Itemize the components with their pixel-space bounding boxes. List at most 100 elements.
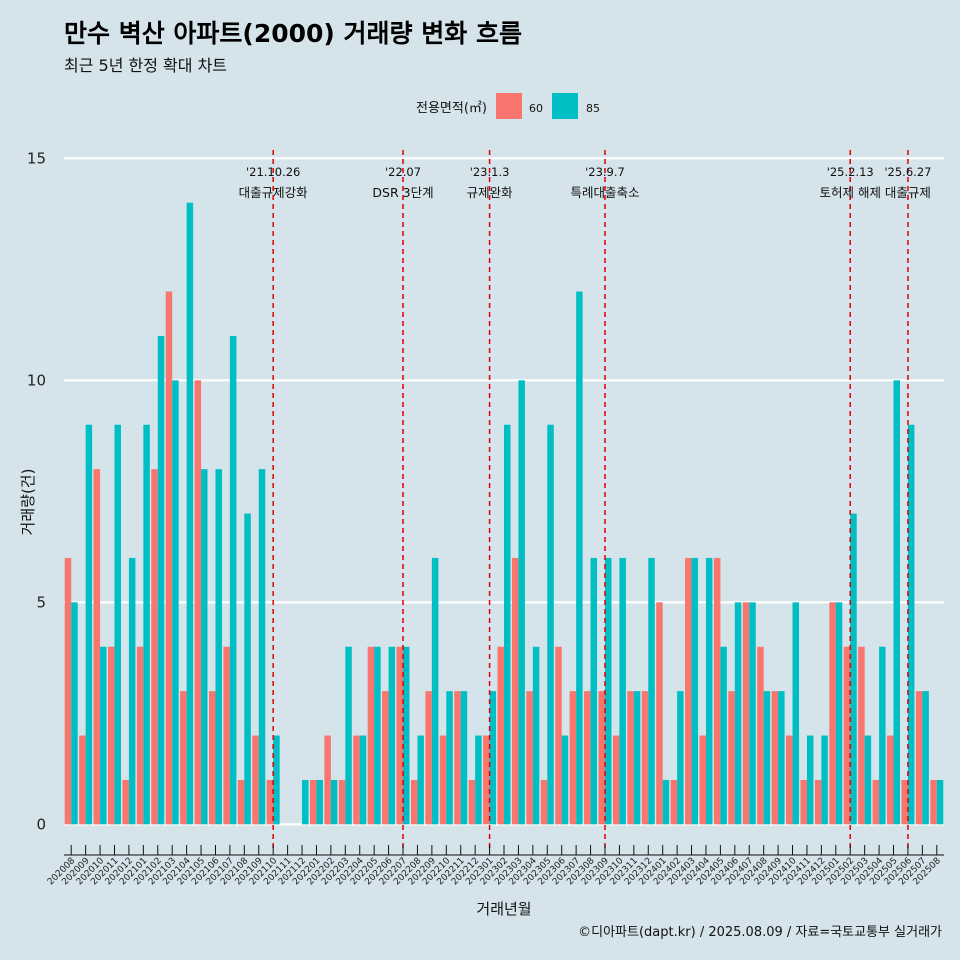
bar-60-202406 [728,691,735,825]
bar-60-202508 [930,779,937,825]
event-date: '23.9.7 [585,165,625,179]
bar-60-202105 [194,380,202,825]
bar-85-202405 [720,646,727,825]
bar-60-202308 [584,691,591,825]
bar-85-202407 [749,602,756,825]
bar-60-202405 [713,557,721,825]
event-label: 대출규제 [885,185,931,200]
bar-60-202502 [843,646,851,825]
bar-60-202302 [497,646,504,825]
bar-85-202502 [850,513,857,825]
bar-85-202311 [633,691,641,825]
bar-85-202203 [345,646,352,825]
bar-85-202212 [475,735,482,825]
bar-60-202305 [540,779,548,825]
bar-85-202309 [604,557,612,825]
bar-60-202310 [612,735,620,825]
bar-60-202106 [208,691,216,825]
bar-85-202501 [835,602,843,825]
bar-85-202307 [576,291,583,825]
bar-85-202308 [590,557,598,825]
bar-60-202311 [627,691,634,825]
bar-60-202010 [93,469,101,825]
bar-85-202008 [71,602,78,825]
bar-60-202102 [151,469,158,825]
bar-85-202010 [100,646,107,825]
bar-85-202012 [128,557,136,825]
bar-85-202210 [446,691,453,825]
y-tick-label: 15 [27,149,46,167]
bar-85-202504 [879,646,886,825]
bar-60-202103 [165,291,173,825]
bar-85-202103 [172,380,179,825]
bar-85-202409 [778,691,785,825]
event-label: DSR 3단계 [372,185,433,200]
bar-85-202401 [662,779,670,825]
bar-60-202401 [656,602,663,825]
chart-subtitle: 최근 5년 한정 확대 차트 [64,56,228,75]
bar-85-202507 [922,691,929,825]
bar-60-202205 [367,646,375,825]
bar-60-202503 [858,646,865,825]
bar-60-202209 [425,691,432,825]
x-axis-title: 거래년월 [476,900,531,918]
bar-60-202412 [814,779,822,825]
bar-85-202101 [143,424,150,825]
bar-85-202410 [792,602,800,825]
bar-85-202406 [734,602,742,825]
bar-60-202506 [901,779,908,825]
bar-60-202009 [79,735,86,825]
event-date: '22.07 [385,165,421,179]
bar-85-202009 [85,424,93,825]
legend-title: 전용면적(㎡) [416,101,487,116]
bar-85-202207 [403,646,410,825]
bar-60-202307 [569,691,577,825]
bar-85-202310 [619,557,626,825]
bar-85-202204 [359,735,367,825]
bar-60-202108 [237,779,245,825]
bar-60-202403 [685,557,692,825]
bar-85-202201 [316,779,323,825]
bar-85-202206 [388,646,396,825]
bar-85-202011 [114,424,121,825]
bar-85-202305 [547,424,554,825]
bar-60-202501 [829,602,836,825]
bar-85-202505 [893,380,900,825]
bar-85-202112 [302,779,309,825]
bar-60-202505 [887,735,894,825]
bar-60-202211 [454,691,461,825]
bar-85-202506 [907,424,915,825]
event-label: 규제완화 [467,185,514,200]
bar-85-202412 [821,735,828,825]
bar-85-202109 [258,469,266,825]
bar-85-202104 [186,202,194,825]
bar-60-202301 [483,735,490,825]
chart-title: 만수 벽산 아파트(2000) 거래량 변화 흐름 [64,19,522,48]
bar-60-202107 [223,646,230,825]
bar-60-202208 [410,779,418,825]
bar-85-202403 [691,557,699,825]
bar-60-202104 [180,691,187,825]
bar-60-202404 [699,735,706,825]
bar-60-202303 [511,557,519,825]
bar-60-202203 [338,779,346,825]
bar-60-202206 [382,691,389,825]
bar-85-202301 [489,691,497,825]
event-date: '25.2.13 [827,165,874,179]
bar-85-202209 [431,557,439,825]
legend-label-60: 60 [529,102,543,115]
bar-60-202011 [108,646,115,825]
bar-60-202210 [439,735,447,825]
bar-85-202508 [936,779,944,825]
legend-swatch-60 [496,93,522,119]
bar-60-202410 [786,735,793,825]
bar-85-202304 [532,646,540,825]
y-tick-label: 0 [36,815,46,833]
bar-85-202211 [460,691,468,825]
bar-85-202306 [561,735,569,825]
bar-85-202202 [330,779,338,825]
bar-85-202110 [273,735,280,825]
bar-60-202411 [800,779,807,825]
bar-60-202012 [122,779,129,825]
